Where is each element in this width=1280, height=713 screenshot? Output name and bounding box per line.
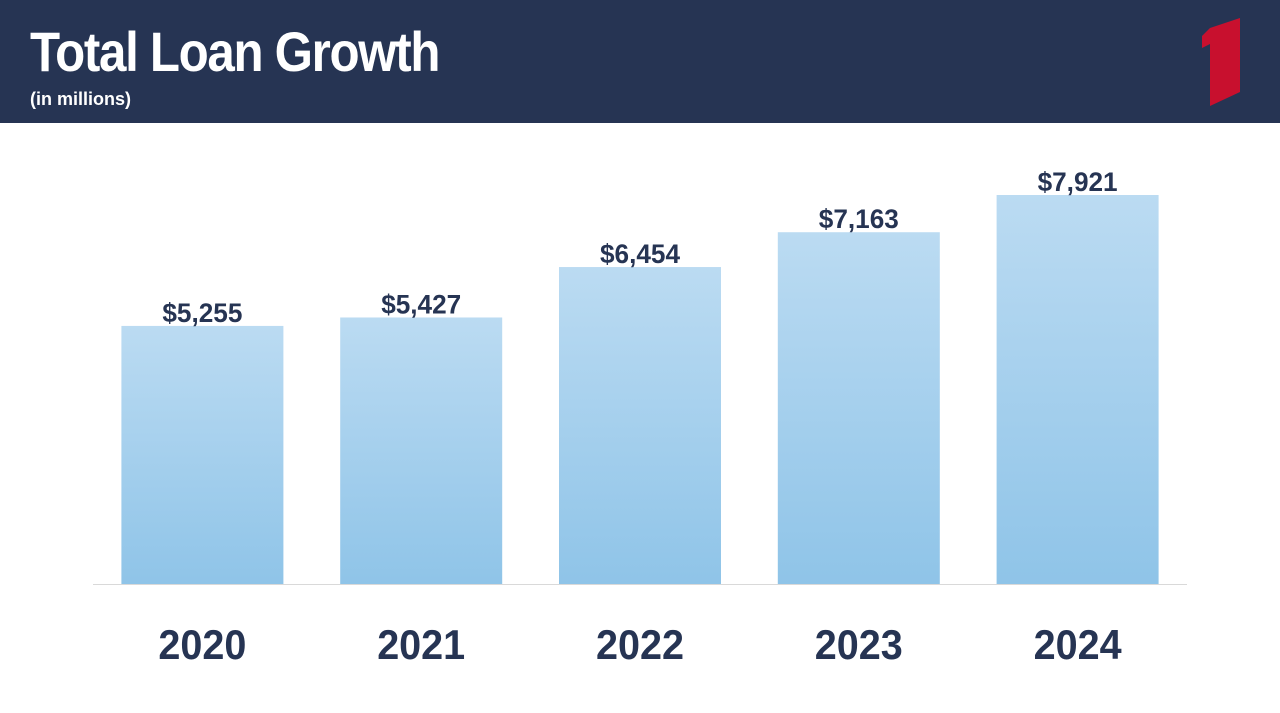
- page-title: Total Loan Growth: [30, 20, 440, 83]
- tick-label-2021: 2021: [377, 621, 465, 668]
- value-label-2020: $5,255: [162, 298, 242, 328]
- value-labels-group: $5,255 $5,427 $6,454 $7,163 $7,921: [162, 167, 1117, 328]
- value-label-2022: $6,454: [600, 239, 680, 269]
- bar-2024: [996, 195, 1159, 584]
- x-axis-tick-labels: 2020 2021 2022 2023 2024: [158, 621, 1122, 668]
- tick-label-2024: 2024: [1034, 621, 1123, 668]
- bar-2021: [340, 317, 503, 584]
- tick-label-2023: 2023: [815, 621, 903, 668]
- tick-label-2022: 2022: [596, 621, 684, 668]
- bar-2023: [777, 232, 940, 585]
- tick-label-2020: 2020: [158, 621, 246, 668]
- value-label-2023: $7,163: [819, 204, 899, 234]
- bar-2022: [559, 267, 721, 584]
- red-number-one-logo-icon: [1202, 18, 1240, 106]
- bar-2020: [121, 325, 284, 584]
- value-label-2024: $7,921: [1038, 167, 1118, 197]
- value-label-2021: $5,427: [381, 289, 461, 319]
- bars-group: [121, 195, 1159, 585]
- header-banner: Total Loan Growth (in millions): [0, 0, 1280, 123]
- page-subtitle: (in millions): [30, 89, 131, 109]
